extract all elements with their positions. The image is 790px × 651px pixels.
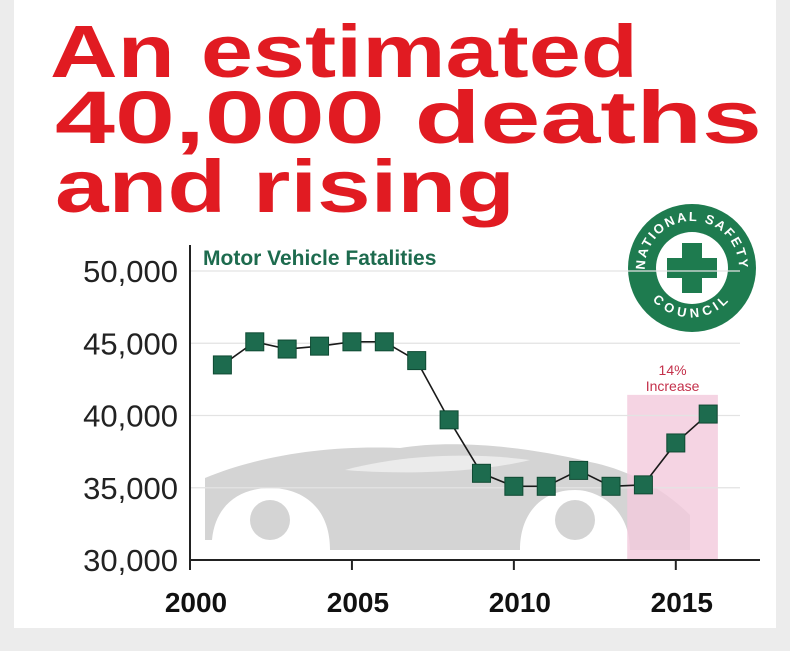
data-marker [277, 339, 297, 359]
annotation: 14% [659, 362, 687, 378]
data-marker [536, 476, 556, 496]
chart-subtitle: Motor Vehicle Fatalities [203, 247, 436, 270]
data-marker [407, 351, 427, 371]
nsc-logo: NATIONAL SAFETY COUNCIL [628, 204, 756, 332]
y-tick-label: 50,000 [83, 254, 178, 289]
series-line [221, 340, 709, 488]
data-marker [374, 332, 394, 352]
y-tick-label: 45,000 [83, 326, 178, 361]
y-tick-label: 30,000 [83, 543, 178, 578]
data-marker [569, 460, 589, 480]
y-tick-label: 35,000 [83, 471, 178, 506]
data-marker [698, 404, 718, 424]
annotation: Increase [646, 378, 700, 394]
y-tick-label: 40,000 [83, 399, 178, 434]
x-tick-label: 2005 [327, 587, 389, 618]
x-tick-label: 2015 [651, 587, 713, 618]
car-silhouette [205, 444, 690, 550]
x-tick-label: 2010 [489, 587, 551, 618]
data-marker [310, 336, 330, 356]
data-marker [504, 476, 524, 496]
chart-title-line: and rising [55, 145, 515, 228]
x-tick-label: 2000 [165, 587, 227, 618]
data-marker [439, 410, 459, 430]
data-marker [245, 332, 265, 352]
data-marker [342, 332, 362, 352]
data-marker [601, 476, 621, 496]
chart-title-line: 40,000 deaths [55, 76, 762, 159]
data-marker [633, 475, 653, 495]
chart-title-line: An estimated [50, 10, 638, 93]
data-marker [471, 463, 491, 483]
data-marker [666, 433, 686, 453]
data-marker [212, 355, 232, 375]
